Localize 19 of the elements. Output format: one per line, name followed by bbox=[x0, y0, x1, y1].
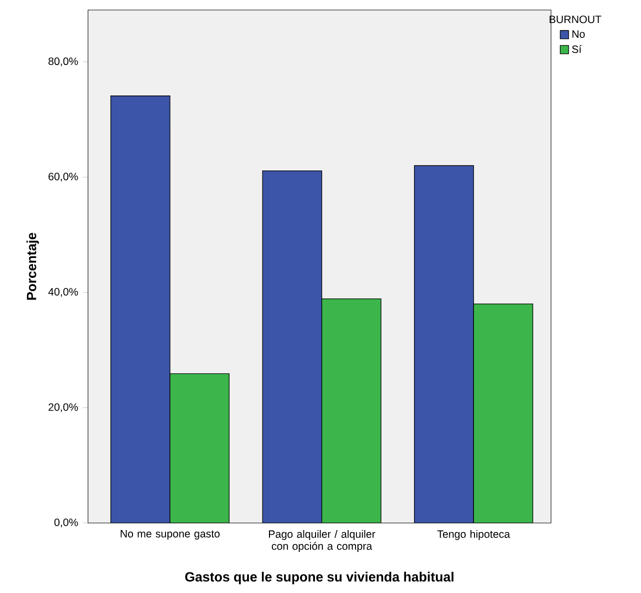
x-tick-label: No me supone gasto bbox=[120, 530, 220, 540]
bar bbox=[473, 304, 534, 523]
legend-label: Sí bbox=[572, 45, 582, 54]
legend-title: BURNOUT bbox=[550, 16, 602, 24]
x-tick-label: Pago alquiler / alquiler con opción a compra bbox=[269, 530, 376, 552]
x-tick-label: Tengo hipoteca bbox=[437, 530, 510, 540]
y-tick-label: 0,0% bbox=[54, 518, 78, 528]
x-axis-title: Gastos que le supone su vivienda habitual bbox=[185, 572, 454, 584]
bar bbox=[322, 298, 381, 523]
y-tick-label: 40,0% bbox=[48, 288, 78, 297]
legend-label: No bbox=[572, 30, 585, 38]
y-tick-label: 80,0% bbox=[48, 57, 78, 66]
bar bbox=[170, 373, 230, 523]
bar bbox=[110, 96, 170, 523]
y-tick-label: 20,0% bbox=[48, 403, 78, 412]
bar bbox=[262, 170, 322, 523]
y-tick-label: 60,0% bbox=[48, 172, 78, 182]
y-axis-title: Porcentaje bbox=[26, 232, 39, 300]
bar bbox=[414, 165, 474, 523]
